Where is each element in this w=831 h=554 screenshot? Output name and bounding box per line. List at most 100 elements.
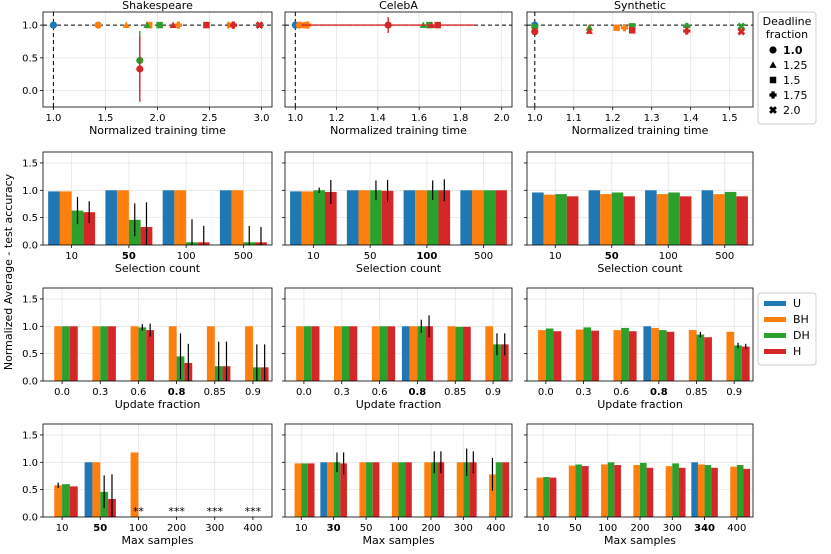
bar-H: [470, 462, 477, 517]
ytick-label: 1.5: [22, 430, 38, 441]
axes-frame: [526, 287, 754, 382]
bar-BH: [471, 190, 484, 245]
xtick-label: 340: [694, 523, 715, 534]
xtick-label: 2.0: [150, 113, 166, 124]
bar-BH: [633, 465, 640, 517]
deadline-legend: Deadline fraction 1.0 1.25 1.5 1.75 2.0: [757, 11, 817, 125]
panel-r0c0: 0.0 0.5 1.0 1.0 1.5 2.0 2.5 3.0 Shakespeare Norma…: [22, 0, 273, 137]
bar-H: [549, 477, 557, 517]
data-point: [585, 24, 593, 31]
x-axis-label: Selection count: [356, 262, 442, 275]
bar-BH: [54, 485, 63, 517]
bar-BH: [575, 329, 584, 381]
data-point: [122, 21, 130, 28]
axes-frame: [284, 11, 513, 108]
bar-H: [628, 331, 637, 381]
legend-swatch-H: [764, 349, 786, 354]
legend-swatch-BH: [764, 317, 786, 322]
xtick-label: 0.3: [92, 387, 108, 398]
bar-U: [48, 191, 60, 245]
bar-BH: [600, 194, 612, 245]
bar-DH: [463, 462, 471, 517]
bar-DH: [734, 345, 742, 381]
ytick-label: 0.0: [22, 86, 38, 97]
panel-r1c0: 0.0 0.5 1.0 1.5 10 50 100 500 Selection count: [22, 151, 273, 275]
bar-U: [105, 190, 118, 245]
ytick-label: 0.0: [22, 241, 38, 252]
bar-H: [736, 196, 748, 245]
x-axis-label: Normalized training time: [572, 124, 709, 137]
bar-BH: [294, 463, 302, 517]
xtick-label: 0.85: [204, 387, 226, 398]
xtick-label: 1.2: [605, 113, 621, 124]
data-point: [384, 21, 392, 29]
xtick-label: 0.3: [576, 387, 592, 398]
ytick-label: 0.5: [22, 349, 38, 360]
xtick-label: 500: [234, 251, 253, 262]
xtick-label: 50: [93, 523, 107, 534]
bar-BH: [489, 474, 496, 517]
panel-title: CelebA: [379, 0, 418, 12]
bar-H: [741, 346, 750, 381]
ytick-label: 0.5: [22, 485, 38, 496]
data-point: [94, 21, 102, 29]
bar-H: [502, 462, 510, 517]
bar-BH: [371, 326, 380, 381]
xtick-label: 1.4: [370, 113, 386, 124]
xtick-label: 200: [630, 523, 649, 534]
ytick-label: 1.0: [22, 21, 38, 32]
bar-DH: [495, 462, 503, 517]
bar-H: [349, 326, 358, 381]
xtick-label: 400: [727, 523, 746, 534]
bar-DH: [696, 334, 705, 381]
legend-label-deadline: 1.0: [783, 44, 803, 57]
xtick-label: 50: [605, 251, 619, 262]
bar-BH: [536, 477, 544, 517]
legend-swatch-U: [764, 301, 786, 306]
bar-BH: [301, 191, 314, 245]
bar-U: [401, 326, 410, 381]
bar-H: [69, 326, 78, 381]
bar-DH: [313, 190, 326, 245]
bar-BH: [326, 462, 334, 517]
bar-H: [325, 191, 337, 245]
bar-H: [340, 463, 347, 517]
bar-BH: [613, 330, 622, 381]
bar-H: [381, 190, 394, 245]
xtick-label: 1.3: [644, 113, 660, 124]
bar-DH: [62, 326, 70, 381]
bar-DH: [71, 210, 84, 245]
bar-DH: [543, 477, 550, 517]
bar-BH: [601, 464, 608, 517]
bar-DH: [621, 327, 629, 381]
bar-BH: [333, 326, 342, 381]
legend-label-U: U: [793, 297, 801, 310]
bar-DH: [607, 462, 615, 517]
x-axis-label: Normalized training time: [89, 124, 226, 137]
bar-DH: [724, 191, 737, 245]
panel-r0c2: 1.0 1.1 1.2 1.3 1.4 1.5 Synthetic Normalized tr…: [524, 0, 754, 137]
bar-DH: [493, 344, 501, 381]
bar-H: [463, 326, 471, 381]
data-point: [229, 21, 238, 29]
bar-BH: [245, 326, 253, 381]
bar-DH: [370, 190, 382, 245]
bar-DH: [583, 327, 592, 381]
bar-U: [162, 190, 175, 245]
series-legend: U BH DH H: [757, 292, 817, 366]
xtick-label: 100: [416, 251, 437, 262]
xtick-label: 10: [307, 251, 320, 262]
bar-U: [290, 191, 302, 245]
bar-BH: [130, 326, 139, 381]
bar-H: [311, 326, 320, 381]
axes-frame: [42, 423, 273, 518]
panel-r3c0: 0.0 0.5 1.0 1.5 10 50 100 ** 200 *** 300 *** 400 *** M…: [22, 423, 273, 547]
bar-DH: [341, 326, 350, 381]
bar-BH: [92, 462, 101, 517]
bar-H: [83, 212, 96, 245]
bar-DH: [426, 190, 439, 245]
panel-r0c1: 1.0 1.2 1.4 1.6 1.8 2.0 CelebA Normalized train…: [282, 0, 513, 137]
bar-H: [646, 467, 654, 517]
bar-H: [438, 190, 451, 245]
